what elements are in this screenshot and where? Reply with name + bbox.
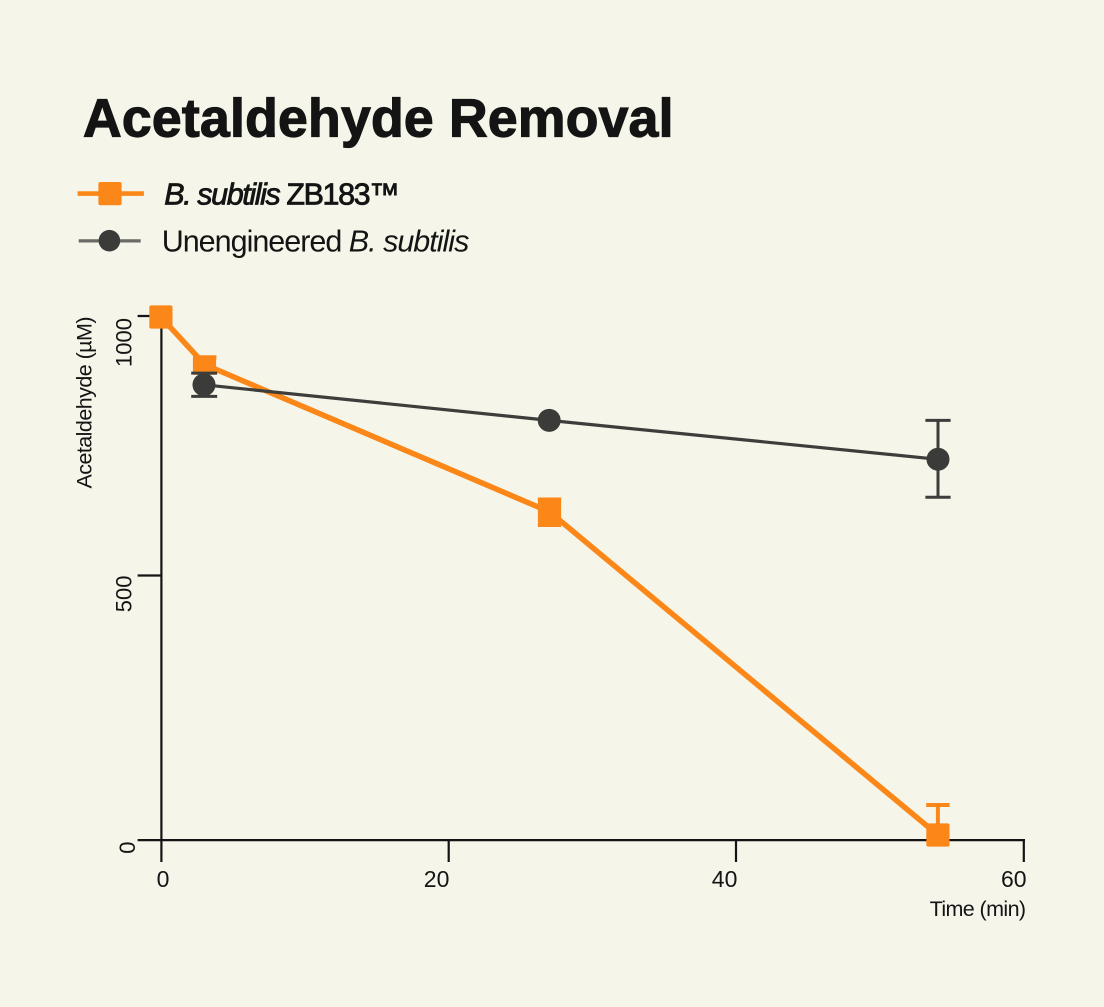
svg-text:0: 0 — [157, 866, 170, 892]
svg-text:500: 500 — [112, 576, 137, 613]
svg-text:40: 40 — [712, 866, 738, 892]
svg-text:Time (min): Time (min) — [930, 897, 1026, 921]
svg-text:1000: 1000 — [112, 318, 137, 367]
svg-text:B. subtilis ZB183™: B. subtilis ZB183™ — [164, 178, 398, 212]
svg-text:0: 0 — [115, 842, 140, 854]
svg-text:Acetaldehyde Removal: Acetaldehyde Removal — [83, 90, 674, 149]
svg-text:Unengineered B. subtilis: Unengineered B. subtilis — [162, 225, 469, 259]
svg-text:Acetaldehyde (µM): Acetaldehyde (µM) — [73, 317, 97, 489]
svg-text:20: 20 — [424, 866, 450, 892]
svg-text:60: 60 — [1001, 866, 1027, 892]
